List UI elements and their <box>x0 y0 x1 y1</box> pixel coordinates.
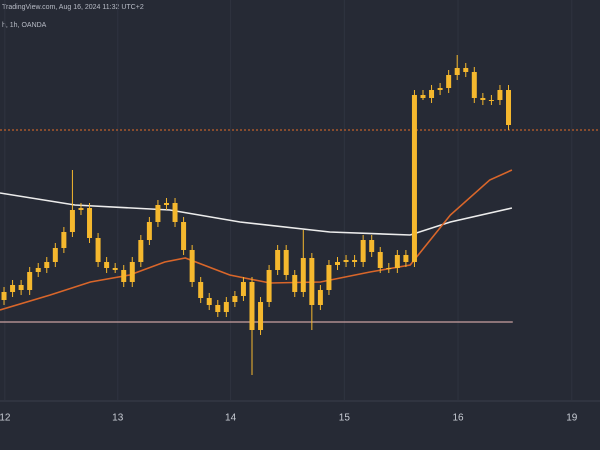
x-tick-label: 16 <box>452 413 464 424</box>
candle-body <box>326 265 332 290</box>
candle-body <box>497 90 503 100</box>
candle-body <box>223 302 229 312</box>
candle-body <box>215 305 221 312</box>
candle-body <box>206 298 212 305</box>
candle-body <box>52 248 58 262</box>
candle-body <box>112 268 118 270</box>
candle-body <box>334 262 340 265</box>
moving-average <box>0 169 513 311</box>
candle-body <box>104 262 110 268</box>
x-tick-label: 12 <box>0 413 11 424</box>
candle-body <box>78 208 84 210</box>
candle-body <box>198 282 204 298</box>
candle-body <box>44 262 50 268</box>
candle-body <box>420 95 426 98</box>
candle-body <box>300 258 306 292</box>
candle-body <box>146 222 152 240</box>
candle-body <box>403 255 409 262</box>
candle-body <box>386 268 392 269</box>
x-tick-label: 15 <box>339 413 351 424</box>
candle-body <box>352 260 358 262</box>
candle-body <box>155 205 161 222</box>
candle-body <box>292 275 298 292</box>
candle-body <box>377 252 383 268</box>
candle-body <box>95 238 101 262</box>
candle-body <box>189 250 195 282</box>
x-tick-label: 19 <box>566 413 578 424</box>
candle-body <box>360 240 366 262</box>
header: TradingView.com, Aug 16, 2024 11:32 UTC+… <box>2 4 144 11</box>
candle-body <box>27 272 33 290</box>
candle-body <box>240 282 246 296</box>
candle-body <box>69 210 75 232</box>
candle-body <box>283 250 289 275</box>
candle-body <box>10 285 16 292</box>
candle-body <box>463 68 469 72</box>
candle-body <box>232 296 238 302</box>
candle-body <box>35 268 41 272</box>
candle-body <box>309 258 315 305</box>
x-tick-label: 13 <box>112 413 124 424</box>
candle-body <box>172 203 178 222</box>
candle-body <box>121 270 127 282</box>
candle-body <box>129 262 135 282</box>
candle-body <box>369 240 375 252</box>
candle-body <box>471 72 477 98</box>
candle-body <box>138 240 144 262</box>
candle-body <box>480 98 486 100</box>
candle-body <box>1 292 7 300</box>
candle-body <box>488 100 494 101</box>
subheader: h, 1h, OANDA <box>2 22 47 29</box>
candle-body <box>87 208 93 238</box>
candle-body <box>61 232 67 248</box>
candle-body <box>394 255 400 268</box>
candle-body <box>506 90 512 125</box>
candle-body <box>249 282 255 330</box>
candle-body <box>258 302 264 330</box>
candle-body <box>266 270 272 302</box>
candle-body <box>163 203 169 205</box>
x-tick-label: 14 <box>225 413 237 424</box>
candle-body <box>343 260 349 262</box>
candle-body <box>446 75 452 88</box>
candle-body <box>411 95 417 262</box>
candle-body <box>18 285 24 290</box>
candle-body <box>437 88 443 90</box>
candle-body <box>429 90 435 98</box>
candle-body <box>275 250 281 270</box>
candle-body <box>317 290 323 305</box>
candle-body <box>181 222 187 250</box>
candle-body <box>454 68 460 75</box>
